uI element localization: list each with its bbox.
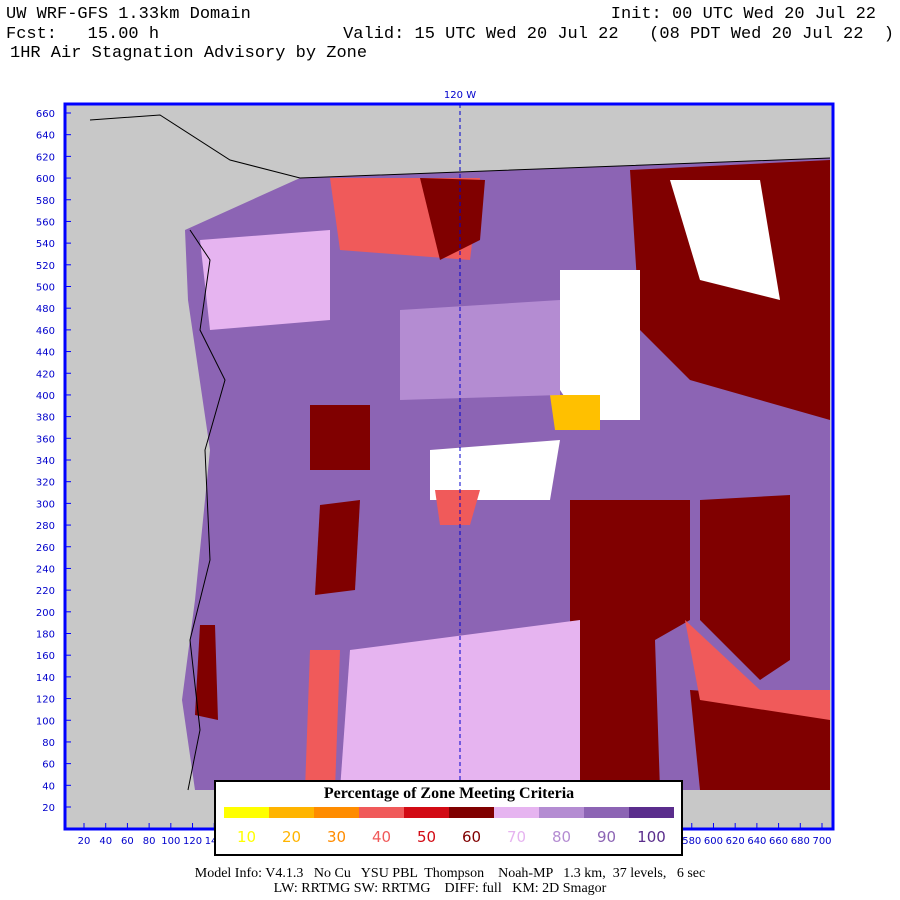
y-tick-label: 620 [36, 152, 55, 163]
zone [200, 230, 330, 330]
y-tick-label: 40 [42, 781, 55, 792]
y-tick-label: 600 [36, 174, 55, 185]
legend-label: 50 [417, 828, 436, 846]
model-title: UW WRF-GFS 1.33km Domain [6, 5, 251, 24]
y-tick-label: 480 [36, 304, 55, 315]
valid-time: Valid: 15 UTC Wed 20 Jul 22 (08 PDT Wed … [343, 25, 894, 44]
y-tick-label: 280 [36, 521, 55, 532]
forecast-hour: Fcst: 15.00 h [6, 25, 159, 44]
x-tick-label: 700 [812, 836, 831, 847]
zone [685, 620, 830, 720]
legend-cells: 10 20 30 40 50 60 70 80 90 100 [224, 807, 674, 846]
y-tick-label: 300 [36, 499, 55, 510]
y-tick-label: 200 [36, 608, 55, 619]
zone [435, 490, 480, 525]
legend-label: 10 [237, 828, 256, 846]
coastline [187, 229, 226, 791]
footer-line: LW: RRTMG SW: RRTMG DIFF: full KM: 2D Sm… [274, 881, 607, 896]
y-tick-label: 20 [42, 803, 55, 814]
product-title: 1HR Air Stagnation Advisory by Zone [10, 44, 367, 63]
y-tick-label: 580 [36, 196, 55, 207]
x-tick-label: 40 [99, 836, 112, 847]
x-tick-label: 100 [161, 836, 180, 847]
zone [570, 500, 690, 790]
x-tick-label: 620 [726, 836, 745, 847]
y-tick-label: 100 [36, 716, 55, 727]
legend-swatch [224, 807, 269, 818]
y-tick-label: 340 [36, 456, 55, 467]
legend-label: 40 [372, 828, 391, 846]
legend-swatch [269, 807, 314, 818]
zone [430, 440, 560, 500]
y-tick-label: 400 [36, 391, 55, 402]
zone [700, 495, 790, 680]
legend-label: 30 [327, 828, 346, 846]
legend-label: 80 [552, 828, 571, 846]
y-tick-label: 320 [36, 478, 55, 489]
y-tick-label: 180 [36, 630, 55, 641]
x-tick-label: 580 [682, 836, 701, 847]
y-tick-label: 140 [36, 673, 55, 684]
meridian-label: 120 W [444, 90, 476, 101]
x-tick-label: 60 [121, 836, 134, 847]
legend-swatch [584, 807, 629, 818]
zone [630, 160, 830, 420]
y-tick-label: 160 [36, 651, 55, 662]
y-tick-label: 500 [36, 283, 55, 294]
zone [550, 395, 600, 430]
y-tick-label: 360 [36, 434, 55, 445]
x-tick-label: 640 [747, 836, 766, 847]
zone [400, 300, 560, 400]
init-time: Init: 00 UTC Wed 20 Jul 22 [611, 5, 876, 24]
x-tick-label: 20 [78, 836, 91, 847]
legend: Percentage of Zone Meeting Criteria 10 20… [214, 780, 683, 856]
y-tick-label: 220 [36, 586, 55, 597]
legend-label: 60 [462, 828, 481, 846]
zone [305, 650, 340, 790]
y-tick-label: 520 [36, 261, 55, 272]
zone [195, 625, 218, 720]
legend-swatch [314, 807, 359, 818]
legend-title: Percentage of Zone Meeting Criteria [324, 785, 574, 802]
y-tick-label: 420 [36, 369, 55, 380]
y-tick-label: 60 [42, 760, 55, 771]
legend-swatch [359, 807, 404, 818]
legend-swatch [539, 807, 584, 818]
y-tick-label: 80 [42, 738, 55, 749]
legend-swatch [629, 807, 674, 818]
y-tick-label: 660 [36, 109, 55, 120]
legend-label: 90 [597, 828, 616, 846]
x-tick-label: 680 [791, 836, 810, 847]
legend-label: 100 [637, 828, 666, 846]
zone [690, 690, 830, 790]
border [89, 114, 831, 179]
map: 120 W [63, 90, 835, 831]
y-tick-label: 240 [36, 564, 55, 575]
x-tick-label: 600 [704, 836, 723, 847]
y-tick-label: 640 [36, 131, 55, 142]
legend-label: 70 [507, 828, 526, 846]
y-tick-label: 260 [36, 543, 55, 554]
zone [310, 405, 370, 470]
legend-swatch [449, 807, 494, 818]
zone [420, 178, 485, 260]
legend-label: 20 [282, 828, 301, 846]
y-tick-label: 440 [36, 348, 55, 359]
y-tick-label: 380 [36, 413, 55, 424]
y-tick-label: 540 [36, 239, 55, 250]
zone [315, 500, 360, 595]
x-tick-label: 80 [143, 836, 156, 847]
zone [560, 270, 640, 420]
zone [670, 180, 780, 300]
x-tick-label: 660 [769, 836, 788, 847]
footer-line: Model Info: V4.1.3 No Cu YSU PBL Thompso… [195, 866, 705, 881]
y-tick-label: 560 [36, 217, 55, 228]
y-tick-label: 120 [36, 695, 55, 706]
legend-swatch [404, 807, 449, 818]
zone [340, 620, 580, 790]
x-tick-label: 120 [183, 836, 202, 847]
legend-swatch [494, 807, 539, 818]
y-tick-label: 460 [36, 326, 55, 337]
